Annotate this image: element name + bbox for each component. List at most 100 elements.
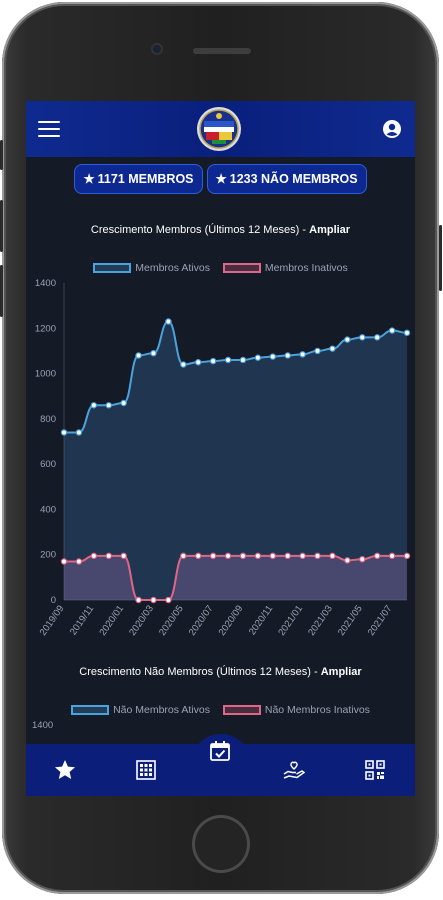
y-tick-label: 800 — [40, 414, 56, 425]
legend-swatch-non-members-active — [71, 705, 110, 715]
data-point — [344, 336, 351, 343]
volume-up-button — [0, 200, 3, 252]
x-tick-label: 2020/09 — [217, 603, 246, 637]
x-tick-label: 2020/11 — [247, 603, 275, 637]
y-tick-label: 1400 — [35, 278, 56, 289]
data-point — [180, 361, 187, 368]
data-point — [209, 357, 217, 365]
x-tick-label: 2021/05 — [336, 603, 365, 637]
front-camera — [153, 45, 161, 53]
data-point — [224, 552, 232, 560]
members-count-button[interactable]: ★ 1171 MEMBROS — [74, 164, 203, 194]
data-point — [239, 552, 247, 560]
data-point — [284, 552, 291, 560]
members-count-label: 1171 MEMBROS — [97, 172, 194, 186]
data-point — [254, 354, 262, 361]
members-chart-expand-link[interactable]: Ampliar — [309, 224, 351, 236]
non-members-chart-first-tick: 1400 — [32, 720, 54, 731]
data-point — [224, 356, 232, 364]
data-point — [60, 558, 68, 565]
y-tick-label: 400 — [40, 504, 56, 515]
members-chart-title-text: Crescimento Membros (Últimos 12 Meses) - — [90, 224, 310, 236]
data-point — [105, 402, 112, 409]
data-point — [60, 429, 68, 436]
y-tick-label: 0 — [51, 595, 56, 606]
data-point — [180, 552, 187, 560]
y-tick-label: 600 — [40, 459, 56, 470]
non-members-count-button[interactable]: ★ 1233 NÃO MEMBROS — [206, 164, 367, 194]
app-screen: ★ 1171 MEMBROS ★ 1233 NÃO MEMBROS Crescime… — [26, 101, 415, 796]
data-point — [90, 402, 98, 409]
data-point — [209, 552, 217, 560]
legend-item-non-members-inactive[interactable]: Não Membros Inativos — [222, 704, 370, 716]
members-chart-title: Crescimento Membros (Últimos 12 Meses) -… — [26, 224, 415, 236]
x-tick-label: 2020/07 — [187, 603, 216, 637]
user-icon[interactable] — [382, 119, 402, 139]
data-point — [299, 552, 306, 560]
non-members-chart-legend: Não Membros Ativos Não Membros Inativos — [26, 704, 415, 718]
x-tick-label: 2021/03 — [306, 603, 335, 637]
data-point — [329, 345, 336, 352]
volume-down-button — [0, 265, 3, 317]
data-point — [150, 349, 157, 357]
calendar-check-icon[interactable] — [208, 739, 232, 763]
x-tick-label: 2019/09 — [38, 603, 67, 637]
members-chart-legend: Membros Ativos Membros Inativos — [26, 262, 415, 276]
home-button[interactable] — [192, 815, 250, 873]
x-tick-label: 2019/11 — [68, 603, 96, 637]
data-point — [299, 351, 306, 358]
x-tick-label: 2020/03 — [127, 603, 156, 637]
power-button — [439, 225, 442, 291]
star-icon[interactable] — [53, 758, 77, 782]
data-point — [239, 356, 247, 364]
legend-label-non-members-inactive: Não Membros Inativos — [264, 704, 370, 716]
data-point — [284, 352, 291, 359]
legend-item-active[interactable]: Membros Ativos — [93, 262, 210, 274]
x-tick-label: 2020/05 — [157, 603, 186, 637]
y-tick-label: 200 — [40, 550, 56, 561]
star-icon: ★ — [215, 172, 227, 186]
data-point — [269, 353, 276, 360]
data-point — [388, 327, 396, 334]
data-point — [359, 334, 366, 341]
counts-row: ★ 1171 MEMBROS ★ 1233 NÃO MEMBROS — [26, 164, 415, 194]
legend-label-active: Membros Ativos — [135, 262, 210, 274]
legend-label-inactive: Membros Inativos — [264, 262, 348, 274]
hand-heart-icon[interactable] — [282, 758, 306, 782]
non-members-chart-title: Crescimento Não Membros (Últimos 12 Mese… — [26, 666, 415, 678]
menu-icon[interactable] — [38, 121, 60, 137]
data-point — [195, 359, 202, 366]
legend-swatch-active — [93, 263, 132, 273]
data-point — [165, 318, 172, 325]
logo-emblem — [197, 107, 241, 151]
data-point — [120, 399, 127, 407]
data-point — [314, 552, 321, 560]
non-members-chart-title-text: Crescimento Não Membros (Últimos 12 Mese… — [79, 666, 321, 678]
x-tick-label: 2021/01 — [276, 603, 305, 637]
y-tick-label: 1000 — [35, 369, 56, 380]
data-point — [403, 552, 411, 560]
data-point — [90, 552, 98, 560]
data-point — [344, 557, 351, 564]
data-point — [135, 352, 142, 359]
data-point — [403, 329, 411, 337]
data-point — [329, 552, 336, 560]
non-members-count-label: 1233 NÃO MEMBROS — [229, 172, 358, 186]
x-tick-label: 2021/07 — [366, 603, 395, 637]
legend-item-non-members-active[interactable]: Não Membros Ativos — [71, 704, 210, 716]
data-point — [150, 596, 157, 604]
calendar-grid-icon[interactable] — [134, 758, 158, 782]
legend-item-inactive[interactable]: Membros Inativos — [222, 262, 348, 274]
data-point — [373, 334, 381, 341]
bottom-navigation — [26, 741, 415, 796]
non-members-chart-expand-link[interactable]: Ampliar — [320, 666, 362, 678]
legend-swatch-non-members-inactive — [222, 705, 261, 715]
data-point — [75, 558, 83, 565]
data-point — [373, 552, 381, 560]
series-area-inactive — [64, 555, 407, 600]
data-point — [195, 552, 202, 560]
qr-code-icon[interactable] — [363, 758, 387, 782]
data-point — [314, 347, 321, 355]
x-tick-label: 2020/01 — [97, 603, 126, 637]
